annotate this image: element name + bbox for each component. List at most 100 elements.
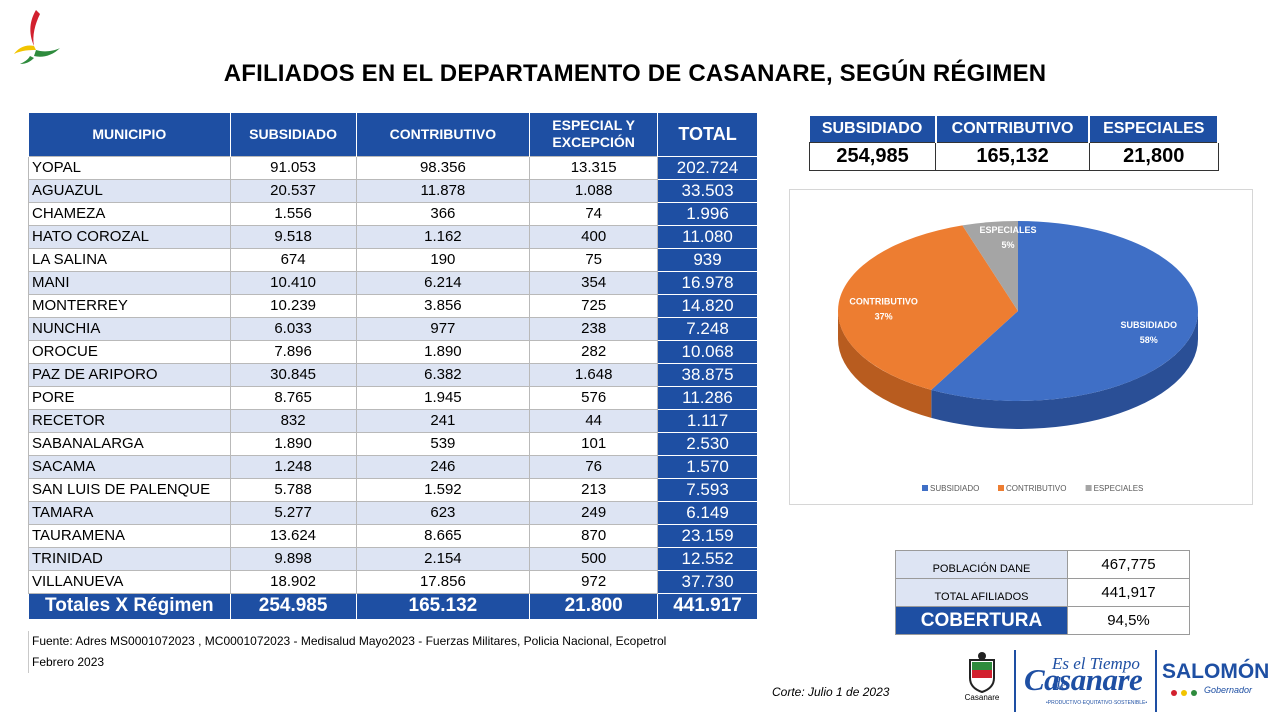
- row-municipio: MONTERREY: [28, 293, 231, 318]
- salomon-logo: SALOMÓN Gobernador: [1162, 660, 1272, 708]
- pie-chart-svg: SUBSIDIADO 58% CONTRIBUTIVO 37% ESPECIALES 5%…: [838, 221, 1198, 493]
- row-total: 10.068: [657, 339, 758, 364]
- row-especial: 101: [529, 431, 659, 456]
- row-contributivo: 190: [355, 247, 531, 272]
- row-subsidiado: 13.624: [229, 523, 357, 548]
- table-row: OROCUE 7.896 1.890 282 10.068: [28, 339, 758, 364]
- row-subsidiado: 7.896: [229, 339, 357, 364]
- row-contributivo: 1.890: [355, 339, 531, 364]
- row-total: 33.503: [657, 178, 758, 203]
- row-contributivo: 3.856: [355, 293, 531, 318]
- table-row: TRINIDAD 9.898 2.154 500 12.552: [28, 546, 758, 571]
- row-contributivo: 1.945: [355, 385, 531, 410]
- row-total: 7.248: [657, 316, 758, 341]
- row-especial: 400: [529, 224, 659, 249]
- table-body: YOPAL 91.053 98.356 13.315 202.724 AGUAZUL 20.…: [28, 155, 758, 594]
- row-contributivo: 98.356: [355, 155, 531, 180]
- totals-total: 441.917: [657, 592, 758, 620]
- summary-header-subsidiado: SUBSIDIADO: [809, 116, 937, 142]
- row-contributivo: 11.878: [355, 178, 531, 203]
- logo-divider: [1014, 650, 1016, 712]
- table-row: LA SALINA 674 190 75 939: [28, 247, 758, 272]
- row-total: 11.286: [657, 385, 758, 410]
- row-total: 939: [657, 247, 758, 272]
- row-contributivo: 1.162: [355, 224, 531, 249]
- pie-label-percent: 5%: [1001, 240, 1014, 250]
- row-municipio: AGUAZUL: [28, 178, 231, 203]
- row-total: 11.080: [657, 224, 758, 249]
- row-especial: 354: [529, 270, 659, 295]
- cobertura-label: COBERTURA: [895, 606, 1068, 635]
- header-subsidiado: SUBSIDIADO: [229, 113, 357, 156]
- row-subsidiado: 5.277: [229, 500, 357, 525]
- row-contributivo: 6.382: [355, 362, 531, 387]
- pie-label-category: SUBSIDIADO: [1121, 320, 1178, 330]
- row-subsidiado: 10.410: [229, 270, 357, 295]
- table-row: MANI 10.410 6.214 354 16.978: [28, 270, 758, 295]
- row-municipio: NUNCHIA: [28, 316, 231, 341]
- header-especial: ESPECIAL Y EXCEPCIÓN: [529, 113, 659, 156]
- row-contributivo: 17.856: [355, 569, 531, 594]
- poblacion-row: POBLACIÓN DANE 467,775: [895, 550, 1190, 579]
- cutoff-date: Corte: Julio 1 de 2023: [772, 685, 890, 699]
- row-municipio: YOPAL: [28, 155, 231, 180]
- row-municipio: OROCUE: [28, 339, 231, 364]
- pie-label-percent: 58%: [1140, 335, 1158, 345]
- colored-dots-icon: [1171, 690, 1197, 696]
- row-municipio: TRINIDAD: [28, 546, 231, 571]
- page-title: AFILIADOS EN EL DEPARTAMENTO DE CASANARE…: [223, 60, 1047, 87]
- row-municipio: SAN LUIS DE PALENQUE: [28, 477, 231, 502]
- salomon-name: SALOMÓN: [1162, 660, 1270, 683]
- row-total: 1.570: [657, 454, 758, 479]
- pie-label-percent: 37%: [875, 312, 893, 322]
- row-total: 16.978: [657, 270, 758, 295]
- row-municipio: PORE: [28, 385, 231, 410]
- row-subsidiado: 18.902: [229, 569, 357, 594]
- row-contributivo: 539: [355, 431, 531, 456]
- row-contributivo: 241: [355, 408, 531, 433]
- table-row: RECETOR 832 241 44 1.117: [28, 408, 758, 433]
- row-total: 23.159: [657, 523, 758, 548]
- row-municipio: MANI: [28, 270, 231, 295]
- row-total: 37.730: [657, 569, 758, 594]
- row-especial: 213: [529, 477, 659, 502]
- legend-swatch: [998, 485, 1004, 491]
- row-especial: 76: [529, 454, 659, 479]
- row-contributivo: 8.665: [355, 523, 531, 548]
- tiempo-logo: Es el Tiempo de Casanare •PRODUCTIVO·EQU…: [1022, 652, 1150, 712]
- table-row: HATO COROZAL 9.518 1.162 400 11.080: [28, 224, 758, 249]
- row-subsidiado: 5.788: [229, 477, 357, 502]
- row-total: 1.996: [657, 201, 758, 226]
- row-especial: 1.088: [529, 178, 659, 203]
- casanare-shield-icon: [969, 652, 995, 694]
- row-total: 14.820: [657, 293, 758, 318]
- row-subsidiado: 1.890: [229, 431, 357, 456]
- totals-row: Totales X Régimen 254.985 165.132 21.800…: [28, 592, 758, 620]
- table-row: VILLANUEVA 18.902 17.856 972 37.730: [28, 569, 758, 594]
- header-contributivo: CONTRIBUTIVO: [355, 113, 531, 156]
- cobertura-table: POBLACIÓN DANE 467,775 TOTAL AFILIADOS 4…: [895, 550, 1190, 635]
- row-especial: 249: [529, 500, 659, 525]
- row-municipio: TAMARA: [28, 500, 231, 525]
- afiliados-table: MUNICIPIO SUBSIDIADO CONTRIBUTIVO ESPECI…: [28, 113, 758, 620]
- table-row: PORE 8.765 1.945 576 11.286: [28, 385, 758, 410]
- row-municipio: VILLANUEVA: [28, 569, 231, 594]
- pie-chart: SUBSIDIADO 58% CONTRIBUTIVO 37% ESPECIALES 5%…: [789, 189, 1253, 505]
- row-contributivo: 6.214: [355, 270, 531, 295]
- row-subsidiado: 6.033: [229, 316, 357, 341]
- pie-slice-especiales: [962, 221, 1018, 311]
- row-especial: 1.648: [529, 362, 659, 387]
- row-subsidiado: 91.053: [229, 155, 357, 180]
- row-especial: 972: [529, 569, 659, 594]
- row-total: 38.875: [657, 362, 758, 387]
- summary-header-row: SUBSIDIADO CONTRIBUTIVO ESPECIALES: [809, 116, 1219, 142]
- row-municipio: LA SALINA: [28, 247, 231, 272]
- row-subsidiado: 30.845: [229, 362, 357, 387]
- summary-value-subsidiado: 254,985: [808, 141, 937, 171]
- row-municipio: CHAMEZA: [28, 201, 231, 226]
- poblacion-label: POBLACIÓN DANE: [895, 550, 1068, 579]
- row-subsidiado: 832: [229, 408, 357, 433]
- legend-swatch: [922, 485, 928, 491]
- row-especial: 725: [529, 293, 659, 318]
- header-total: TOTAL: [657, 113, 758, 156]
